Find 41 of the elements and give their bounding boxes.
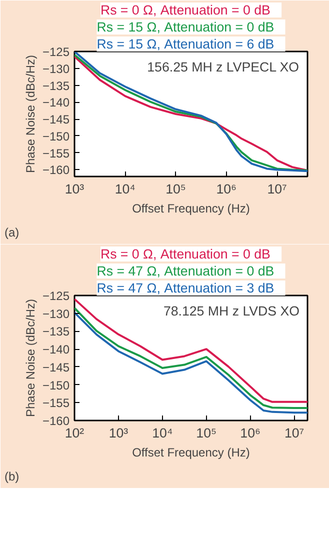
text: Rs = 0 Ω, Attenuation = 0 dB — [100, 2, 271, 18]
y-tick-label: −140 — [42, 96, 70, 110]
text: 156.25 MH z LVPECL XO — [147, 60, 300, 74]
text: Rs = 47 Ω, Attenuation = 3 dB — [96, 280, 274, 296]
text: Rs = 15 Ω, Attenuation = 0 dB — [96, 20, 274, 34]
x-tick-label: 10⁵ — [196, 426, 217, 440]
x-tick-label: 10³ — [64, 182, 85, 196]
text: Rs = 47 Ω, Attenuation = 0 dB — [96, 264, 274, 278]
y-tick-label: −130 — [42, 62, 70, 76]
y-tick-label: −155 — [42, 396, 70, 410]
x-axis-title: Offset Frequency (Hz) — [132, 446, 250, 460]
y-tick-label: −125 — [42, 289, 70, 303]
x-tick-label: 10⁶ — [240, 426, 260, 440]
text: (b) — [4, 470, 20, 484]
y-tick-label: −160 — [42, 163, 70, 178]
y-tick-label: −125 — [42, 45, 70, 59]
x-tick-label: 10² — [64, 426, 85, 440]
x-tick-label: 10⁴ — [152, 426, 173, 440]
x-tick-label: 10⁴ — [114, 182, 136, 196]
y-tick-label: −150 — [42, 378, 70, 392]
x-tick-label: 10⁶ — [216, 182, 237, 196]
x-tick-label: 10⁷ — [284, 426, 304, 440]
y-tick-label: −140 — [42, 342, 70, 357]
series-label: Rs = 15 Ω, Attenuation = 6 dB — [96, 36, 274, 52]
y-axis-title: Phase Noise (dBc/Hz) — [23, 298, 38, 418]
y-tick-label: −130 — [42, 306, 70, 321]
y-tick-label: −150 — [42, 129, 70, 144]
y-axis-title: Phase Noise (dBc/Hz) — [23, 54, 38, 174]
x-axis-title: Offset Frequency (Hz) — [132, 202, 250, 216]
y-tick-label: −145 — [42, 360, 70, 374]
y-tick-label: −135 — [42, 78, 70, 93]
text: Rs = 0 Ω, Attenuation = 0 dB — [100, 246, 271, 262]
text: (a) — [4, 226, 20, 240]
y-tick-label: −160 — [42, 414, 70, 428]
x-tick-label: 10⁷ — [267, 182, 288, 196]
x-tick-label: 10⁵ — [166, 182, 186, 196]
text: 78.125 MH z LVDS XO — [163, 304, 300, 318]
y-tick-label: −155 — [42, 146, 70, 160]
y-tick-label: −135 — [42, 324, 70, 339]
x-tick-label: 10³ — [108, 426, 129, 440]
y-tick-label: −145 — [42, 112, 70, 127]
